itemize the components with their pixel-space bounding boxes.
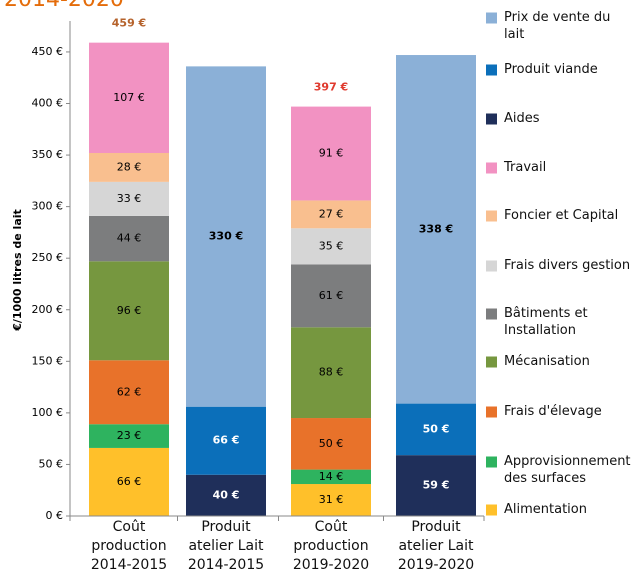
bar-segment xyxy=(89,181,169,216)
bar-segment xyxy=(396,55,476,404)
bar-segment xyxy=(89,153,169,182)
y-axis-title: €/1000 litres de lait xyxy=(11,209,24,332)
y-tick-label: 250 € xyxy=(32,251,64,264)
legend-swatch xyxy=(486,113,497,125)
legend-swatch xyxy=(486,64,497,76)
total-label: 397 € xyxy=(314,81,348,94)
y-tick-label: 100 € xyxy=(32,406,64,419)
value-label: 338 € xyxy=(419,222,453,235)
bar-segment xyxy=(291,106,371,201)
y-tick-label: 350 € xyxy=(32,148,64,161)
value-label: 107 € xyxy=(113,91,145,104)
bar-segment xyxy=(186,406,266,475)
value-label: 31 € xyxy=(319,493,344,506)
value-label: 50 € xyxy=(423,422,450,435)
y-tick-label: 300 € xyxy=(32,200,64,213)
value-label: 66 € xyxy=(117,475,142,488)
legend-label: Aides xyxy=(504,111,540,126)
legend-swatch xyxy=(486,210,497,222)
legend-label: Frais d'élevage xyxy=(504,404,602,419)
value-label: 62 € xyxy=(117,385,142,398)
chart-title: 2014-2020 xyxy=(4,0,124,12)
legend-swatch xyxy=(486,356,497,368)
y-tick-label: 200 € xyxy=(32,303,64,316)
legend-swatch xyxy=(486,308,497,320)
x-tick-label: Produit atelier Lait 2019-2020 xyxy=(397,519,475,573)
legend-swatch xyxy=(486,456,497,468)
y-tick-label: 0 € xyxy=(46,509,64,522)
value-label: 88 € xyxy=(319,366,344,379)
x-tick-label: Produit atelier Lait 2014-2015 xyxy=(187,519,265,573)
value-label: 59 € xyxy=(423,479,450,492)
legend-label: Bâtiments et Installation xyxy=(504,306,588,338)
legend-label: Mécanisation xyxy=(504,354,590,369)
legend-label: Frais divers gestion xyxy=(504,258,631,273)
value-label: 91 € xyxy=(319,147,344,160)
value-label: 330 € xyxy=(209,230,243,243)
bar-segment xyxy=(396,403,476,456)
value-label: 33 € xyxy=(117,192,142,205)
bar-segment xyxy=(291,469,371,485)
bar-segment xyxy=(291,418,371,470)
value-label: 27 € xyxy=(319,207,344,220)
bar-segment xyxy=(291,264,371,328)
y-tick-label: 400 € xyxy=(32,97,64,110)
bar-segment xyxy=(291,327,371,419)
legend-label: Foncier et Capital xyxy=(504,208,619,223)
y-tick-label: 450 € xyxy=(32,45,64,58)
y-tick-label: 150 € xyxy=(32,354,64,367)
value-label: 66 € xyxy=(213,434,240,447)
legend-swatch xyxy=(486,260,497,272)
value-label: 35 € xyxy=(319,239,344,252)
legend-label: Produit viande xyxy=(504,62,598,77)
legend-swatch xyxy=(486,162,497,174)
legend-label: Travail xyxy=(504,160,547,175)
value-label: 50 € xyxy=(319,437,344,450)
legend-label: Prix de vente du lait xyxy=(504,10,611,42)
legend-swatch xyxy=(486,504,497,516)
bar-segment xyxy=(89,424,169,448)
value-label: 23 € xyxy=(117,429,142,442)
bar-segment xyxy=(186,66,266,407)
legend-swatch xyxy=(486,406,497,418)
value-label: 14 € xyxy=(319,470,344,483)
bar-segment xyxy=(291,200,371,229)
y-tick-label: 50 € xyxy=(39,457,64,470)
legend-swatch xyxy=(486,12,497,24)
legend-label: Approvisionnement des surfaces xyxy=(504,454,631,486)
bar-segment xyxy=(89,447,169,516)
bar-segment xyxy=(89,360,169,425)
x-tick-label: Coût production 2019-2020 xyxy=(292,519,370,573)
value-label: 96 € xyxy=(117,304,142,317)
value-label: 61 € xyxy=(319,289,344,302)
value-label: 44 € xyxy=(117,232,142,245)
bar-segment xyxy=(291,484,371,516)
bar-segment xyxy=(291,228,371,265)
bar-segment xyxy=(396,455,476,516)
value-label: 40 € xyxy=(213,488,240,501)
bar-segment xyxy=(186,474,266,516)
bar-segment xyxy=(89,42,169,153)
bar-segment xyxy=(89,215,169,262)
total-label: 459 € xyxy=(112,17,146,30)
bar-segment xyxy=(89,261,169,361)
x-tick-label: Coût production 2014-2015 xyxy=(90,519,168,573)
value-label: 28 € xyxy=(117,160,142,173)
legend-label: Alimentation xyxy=(504,502,587,517)
